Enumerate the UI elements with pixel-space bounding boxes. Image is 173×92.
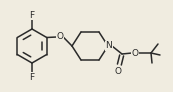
Text: O: O — [56, 32, 63, 41]
Text: N: N — [106, 41, 112, 51]
Text: F: F — [29, 72, 35, 82]
Text: O: O — [131, 48, 139, 58]
Text: F: F — [29, 10, 35, 20]
Text: O: O — [115, 68, 121, 77]
